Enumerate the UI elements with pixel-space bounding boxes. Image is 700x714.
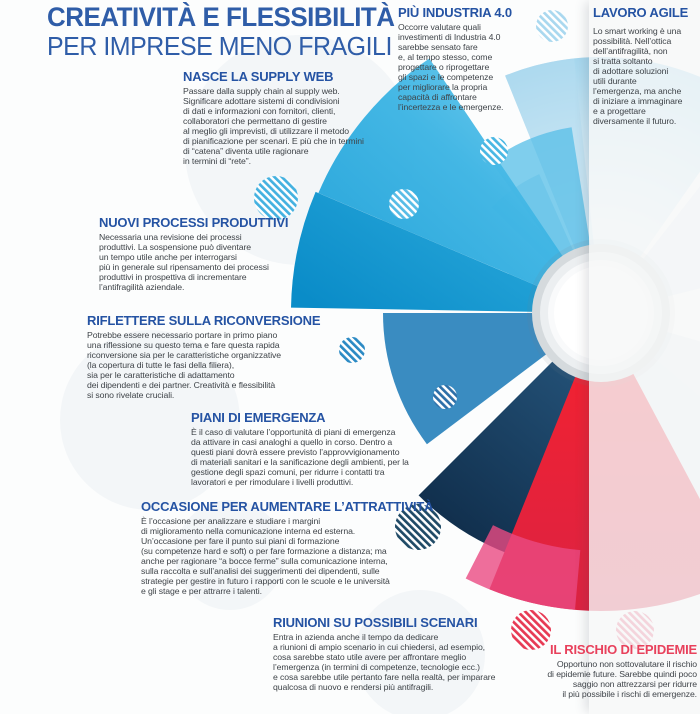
background-circle	[60, 330, 240, 510]
section-body: Occorre valutare quali investimenti di I…	[398, 22, 504, 112]
hatched-circle	[536, 10, 568, 42]
section-heading: NUOVI PROCESSI PRODUTTIVI	[99, 215, 289, 230]
section-heading: OCCASIONE PER AUMENTARE L’ATTRATTIVITÀ	[141, 499, 434, 514]
section-heading: IL RISCHIO DI EPIDEMIE	[549, 642, 697, 657]
hatched-circle	[339, 337, 365, 363]
hatched-circle	[480, 137, 508, 165]
section-riconversione: RIFLETTERE SULLA RICONVERSIONE Potrebbe …	[87, 313, 339, 401]
section-body: Lo smart working è una possibilità. Nell…	[593, 26, 683, 126]
section-body: È l’occasione per analizzare e studiare …	[141, 516, 390, 596]
section-body: È il caso di valutare l’opportunità di p…	[191, 427, 409, 487]
section-heading: PIANI DI EMERGENZA	[191, 410, 326, 425]
section-piani-emergenza: PIANI DI EMERGENZA È il caso di valutare…	[191, 410, 491, 488]
hatched-circle	[254, 176, 298, 220]
wedge-navy-down-left	[418, 313, 601, 556]
section-attrattivita: OCCASIONE PER AUMENTARE L’ATTRATTIVITÀ È…	[141, 499, 471, 597]
page-title: CREATIVITÀ E FLESSIBILITÀ PER IMPRESE ME…	[47, 2, 395, 61]
page-title-line2: PER IMPRESE MENO FRAGILI	[47, 31, 392, 61]
hatched-circle	[511, 610, 551, 650]
section-body: Passare dalla supply chain al supply web…	[183, 86, 364, 166]
section-rischio-epidemie: IL RISCHIO DI EPIDEMIE Opportuno non sot…	[527, 642, 697, 700]
hatched-circle	[389, 189, 419, 219]
page-title-line1: CREATIVITÀ E FLESSIBILITÀ	[47, 2, 395, 32]
section-body: Entra in azienda anche il tempo da dedic…	[273, 632, 496, 692]
background-circle	[175, 500, 285, 610]
section-lavoro-agile: LAVORO AGILE Lo smart working è una poss…	[593, 5, 697, 127]
section-heading: RIUNIONI SU POSSIBILI SCENARI	[273, 615, 478, 630]
section-body: Potrebbe essere necessario portare in pr…	[87, 330, 282, 400]
hatched-circle	[395, 504, 441, 550]
hatched-circle	[433, 385, 457, 409]
section-processi-produttivi: NUOVI PROCESSI PRODUTTIVI Necessaria una…	[99, 215, 329, 293]
section-body: Opportuno non sottovalutare il rischio d…	[547, 659, 697, 699]
wedge-cyan-upper-left	[318, 58, 601, 313]
section-heading: LAVORO AGILE	[593, 5, 689, 20]
right-fade-panel	[589, 0, 700, 714]
section-supply-web: NASCE LA SUPPLY WEB Passare dalla supply…	[183, 69, 398, 167]
wedge-pink-outer-band	[465, 525, 581, 610]
wedge-cyan-left	[291, 191, 601, 313]
background-circle	[355, 590, 485, 714]
section-body: Necessaria una revisione dei processi pr…	[99, 232, 269, 292]
section-heading: PIÙ INDUSTRIA 4.0	[398, 5, 512, 20]
section-heading: NASCE LA SUPPLY WEB	[183, 69, 334, 84]
section-heading: RIFLETTERE SULLA RICONVERSIONE	[87, 313, 321, 328]
section-industria-40: PIÙ INDUSTRIA 4.0 Occorre valutare quali…	[398, 5, 526, 113]
section-riunioni-scenari: RIUNIONI SU POSSIBILI SCENARI Entra in a…	[273, 615, 568, 693]
